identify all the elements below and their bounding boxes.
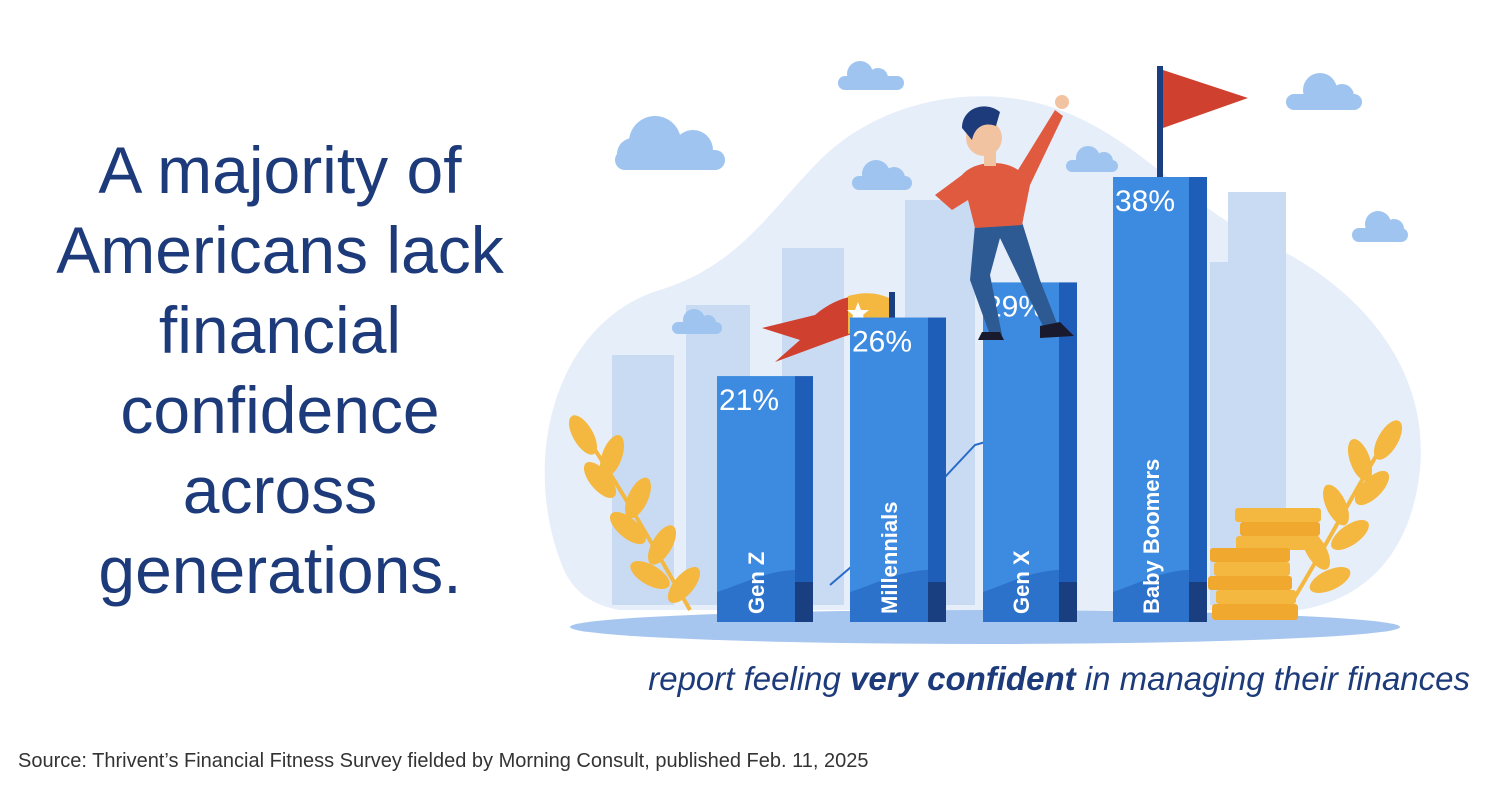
red-flag-icon: [1157, 66, 1248, 178]
cloud-icons: [615, 61, 1408, 334]
bar-millennials: 26% Millennials: [850, 317, 946, 622]
cloud-icon: [852, 160, 912, 190]
chart-caption: report feeling very confident in managin…: [470, 660, 1470, 698]
headline-line-2: Americans lack: [56, 213, 504, 287]
category-label: Millennials: [877, 502, 902, 614]
headline: A majority of Americans lack financial c…: [20, 130, 540, 610]
cloud-icon: [1286, 73, 1362, 110]
value-label: 38%: [1115, 185, 1175, 218]
headline-line-1: A majority of: [98, 133, 462, 207]
headline-line-4: confidence: [120, 373, 440, 447]
cloud-icon: [615, 116, 725, 170]
laurel-branch-icon: [569, 415, 701, 611]
caption-before: report feeling: [648, 660, 851, 697]
coin-stack-icon: [1208, 508, 1321, 620]
category-label: Baby Boomers: [1139, 459, 1164, 614]
bar-gen-z: 21% Gen Z: [717, 376, 813, 622]
category-label: Gen X: [1009, 550, 1034, 614]
headline-line-3: financial: [158, 293, 402, 367]
bar-baby-boomers: 38% Baby Boomers: [1113, 177, 1207, 622]
value-label: 21%: [719, 384, 779, 417]
climbing-person-illustration: [935, 95, 1074, 340]
source-note: Source: Thrivent’s Financial Fitness Sur…: [18, 750, 869, 772]
cloud-icon: [1066, 146, 1118, 172]
headline-line-6: generations.: [98, 533, 462, 607]
value-label: 26%: [852, 326, 912, 359]
caption-emphasis: very confident: [850, 660, 1076, 697]
category-label: Gen Z: [744, 552, 769, 614]
headline-line-5: across: [182, 453, 378, 527]
cloud-icon: [1352, 211, 1408, 242]
cloud-icon: [672, 309, 722, 334]
caption-after: in managing their finances: [1075, 660, 1470, 697]
cloud-icon: [838, 61, 904, 90]
